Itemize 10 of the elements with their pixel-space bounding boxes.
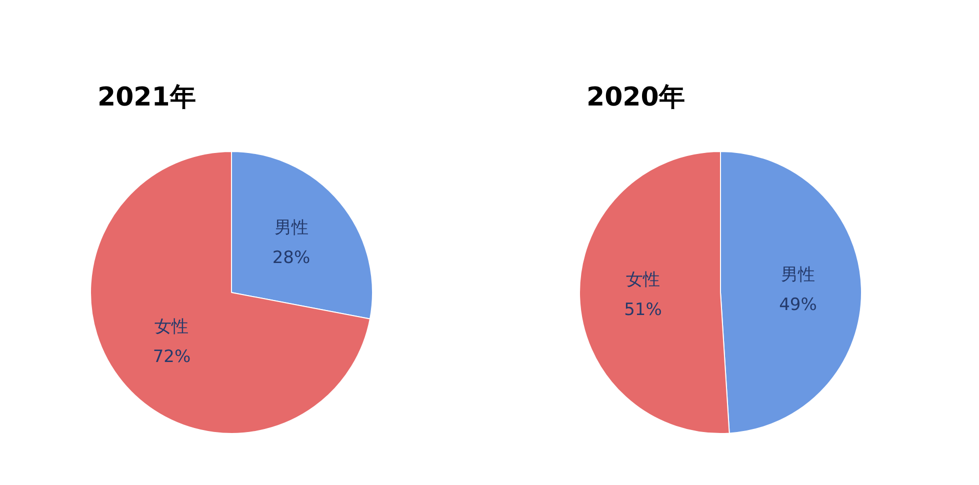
chart-title: 2021年 (98, 82, 196, 112)
slice-label: 男性 (781, 265, 816, 286)
data-label: 28% (272, 248, 310, 268)
data-label: 72% (152, 346, 191, 367)
data-label: 51% (624, 300, 662, 320)
chart-title: 2020年 (586, 82, 685, 112)
slice-label: 男性 (274, 218, 308, 238)
data-label: 49% (779, 295, 817, 316)
slice-label: 女性 (154, 316, 189, 337)
slice-label: 女性 (626, 270, 660, 290)
